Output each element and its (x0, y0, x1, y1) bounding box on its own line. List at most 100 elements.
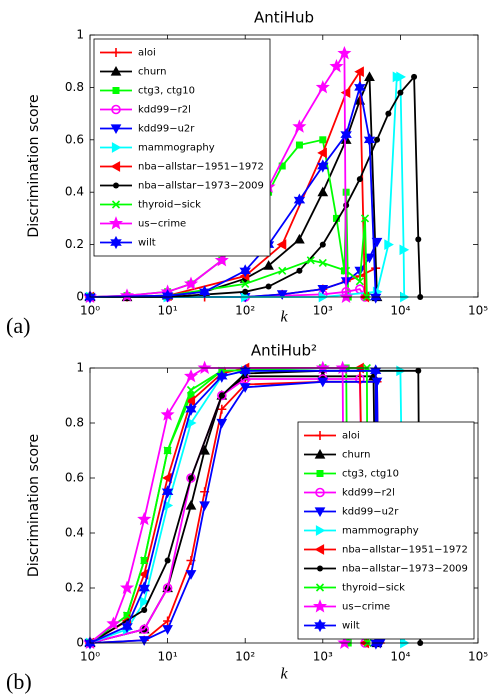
marker (186, 385, 196, 395)
marker (162, 583, 173, 593)
marker (399, 244, 410, 256)
x-tick-label: 10⁰ (80, 304, 100, 318)
marker (337, 45, 352, 60)
legend-label: ctg3, ctg10 (342, 469, 399, 480)
marker (415, 367, 422, 374)
y-tick-label: 1 (76, 361, 84, 375)
series (84, 377, 386, 649)
marker (241, 279, 250, 288)
legend-label: nba−allstar−1973−2009 (342, 564, 468, 575)
marker (374, 136, 381, 143)
x-tick-label: 10¹ (158, 304, 178, 318)
marker (110, 65, 122, 76)
y-tick-label: 0.2 (65, 237, 84, 251)
legend-label: mammography (342, 526, 419, 537)
marker (138, 581, 150, 595)
y-tick-label: 0 (76, 290, 84, 304)
marker (276, 239, 287, 250)
marker (111, 142, 122, 153)
legend-label: thyroid−sick (342, 583, 405, 594)
marker (140, 596, 150, 608)
marker (317, 186, 329, 197)
marker (184, 368, 198, 383)
y-tick-label: 0.4 (65, 185, 84, 199)
marker (187, 392, 195, 399)
legend-label: nba−allstar−1951−1972 (342, 545, 468, 556)
marker (242, 288, 249, 295)
y-tick-label: 0.6 (65, 471, 84, 485)
marker (371, 237, 383, 248)
marker (185, 395, 196, 407)
x-axis-label: k (280, 666, 288, 683)
marker (163, 446, 172, 455)
legend-label: nba−allstar−1973−2009 (138, 181, 264, 192)
legend-label: kdd99−u2r (342, 507, 399, 518)
marker (109, 216, 123, 230)
marker (119, 580, 134, 595)
marker (217, 390, 227, 401)
series-line (90, 74, 422, 298)
marker (161, 289, 174, 303)
y-tick-label: 0.8 (65, 416, 84, 430)
marker (239, 264, 251, 278)
legend-label: wilt (138, 238, 156, 249)
marker (355, 277, 364, 286)
axes-frame (89, 34, 479, 298)
marker (317, 285, 329, 295)
marker (313, 599, 327, 613)
y-axis-label: Discrimination score (26, 434, 42, 577)
marker (113, 182, 119, 189)
marker (385, 110, 392, 117)
y-tick-label: 0 (76, 636, 84, 650)
marker (411, 73, 418, 80)
legend-label: ctg3, ctg10 (138, 86, 195, 97)
y-tick-label: 0.8 (65, 80, 84, 94)
marker (186, 473, 196, 483)
marker (185, 570, 197, 580)
series (84, 364, 382, 650)
marker (111, 48, 121, 57)
marker (315, 583, 325, 592)
marker (278, 266, 287, 275)
marker (185, 499, 197, 510)
marker (396, 71, 406, 83)
marker (317, 565, 323, 572)
chart-title: AntiHub² (251, 342, 317, 360)
marker (141, 607, 148, 613)
marker (110, 124, 122, 135)
x-tick-label: 10² (235, 650, 255, 664)
marker (329, 59, 344, 73)
x-tick-label: 10⁵ (468, 304, 488, 318)
legend-label: thyroid−sick (138, 200, 201, 211)
marker (314, 507, 326, 518)
legend-label: wilt (342, 621, 360, 632)
marker (278, 162, 286, 170)
marker (314, 448, 326, 459)
marker (315, 431, 325, 440)
y-tick-label: 1 (76, 28, 84, 42)
marker (121, 619, 133, 634)
legend-label: nba−allstar−1951−1972 (138, 162, 264, 173)
marker (161, 485, 174, 499)
marker (106, 616, 121, 630)
marker (185, 402, 197, 416)
marker (356, 176, 363, 183)
y-tick-label: 0.4 (65, 526, 84, 540)
marker (315, 80, 330, 94)
marker (160, 407, 175, 421)
marker (319, 241, 326, 248)
x-tick-label: 10⁴ (390, 650, 410, 664)
y-axis-label: Discrimination score (26, 94, 42, 237)
marker (415, 236, 422, 243)
marker (199, 501, 210, 512)
marker (316, 470, 324, 477)
x-tick-label: 10⁰ (80, 650, 100, 664)
x-tick-label: 10³ (313, 650, 333, 664)
marker (218, 392, 225, 399)
x-tick-label: 10¹ (158, 650, 178, 664)
x-tick-label: 10⁵ (468, 650, 488, 664)
x-tick-label: 10⁴ (390, 304, 410, 318)
marker (162, 625, 173, 635)
marker (111, 200, 121, 209)
